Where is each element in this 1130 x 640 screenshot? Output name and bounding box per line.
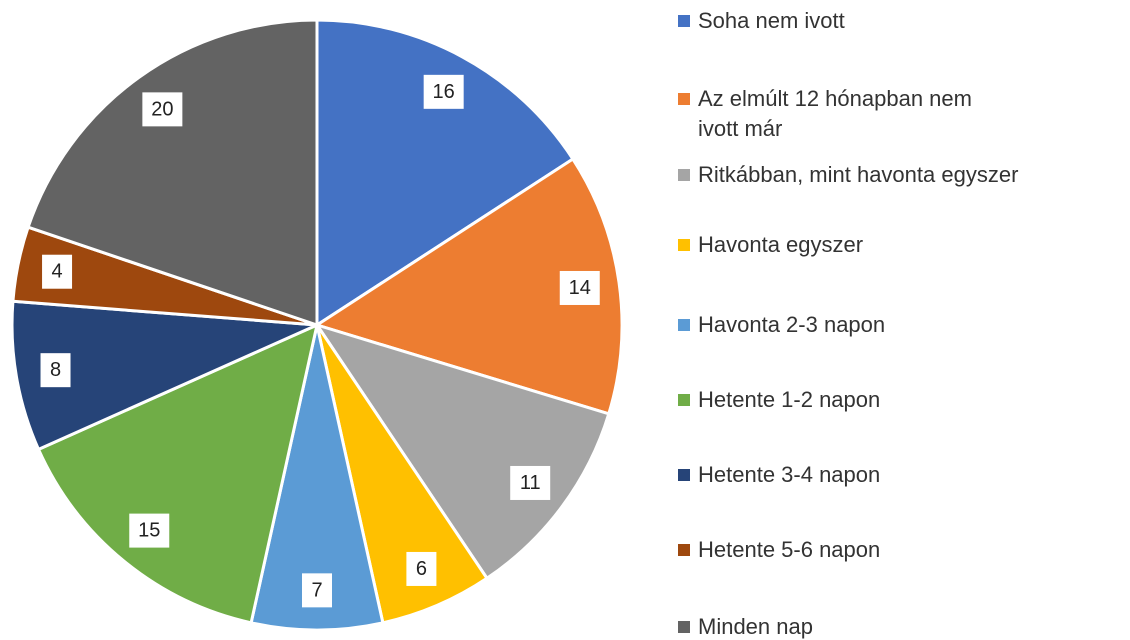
label-box xyxy=(423,74,464,109)
data-label: 20 xyxy=(151,98,173,120)
legend-label: Minden nap xyxy=(698,614,813,639)
legend-label: Hetente 3-4 napon xyxy=(698,462,881,487)
data-label: 15 xyxy=(138,520,160,542)
data-label: 11 xyxy=(520,472,541,494)
legend-item: Hetente 5-6 napon xyxy=(678,535,1128,565)
legend-item: Minden nap xyxy=(678,612,1128,640)
legend-swatch xyxy=(678,394,690,406)
legend-swatch xyxy=(678,239,690,251)
legend-item: Hetente 3-4 napon xyxy=(678,460,1128,490)
legend-swatch xyxy=(678,93,690,105)
label-box xyxy=(406,551,437,586)
data-label: 14 xyxy=(569,277,591,299)
data-label: 4 xyxy=(51,261,62,283)
pie-slice xyxy=(249,324,385,632)
pie-slice xyxy=(10,299,318,452)
legend-swatch xyxy=(678,469,690,481)
label-box xyxy=(510,465,551,500)
pie-slice xyxy=(26,18,319,328)
legend-swatch xyxy=(678,15,690,27)
legend-label: Az elmúlt 12 hónapban nem ivott már xyxy=(698,86,972,141)
label-box xyxy=(302,573,332,608)
data-label: 8 xyxy=(50,359,61,381)
pie-slice xyxy=(36,322,320,625)
legend-item: Soha nem ivott xyxy=(678,6,1128,36)
legend-label: Soha nem ivott xyxy=(698,8,845,33)
legend-swatch xyxy=(678,544,690,556)
legend-swatch xyxy=(678,319,690,331)
label-box xyxy=(40,353,71,388)
legend-item: Havonta 2-3 napon xyxy=(678,310,1128,340)
pie-slice xyxy=(315,18,575,328)
legend-item: Hetente 1-2 napon xyxy=(678,385,1128,415)
legend-label: Havonta 2-3 napon xyxy=(698,312,886,337)
legend-label: Ritkábban, mint havonta egyszer xyxy=(698,162,1019,187)
legend-item: Havonta egyszer xyxy=(678,230,1128,260)
data-label: 7 xyxy=(311,579,322,601)
legend-item: Ritkábban, mint havonta egyszer xyxy=(678,160,1128,190)
label-box xyxy=(142,92,183,127)
label-box xyxy=(559,270,600,305)
pie-slice xyxy=(313,156,624,416)
label-box xyxy=(129,513,170,548)
legend-swatch xyxy=(678,621,690,633)
pie-slice xyxy=(313,322,611,581)
legend-label: Havonta egyszer xyxy=(698,232,864,257)
label-box xyxy=(42,254,73,289)
legend-swatch xyxy=(678,169,690,181)
data-label: 6 xyxy=(416,558,427,580)
legend-item: Az elmúlt 12 hónapban nem ivott már xyxy=(678,84,998,144)
legend-label: Hetente 5-6 napon xyxy=(698,537,881,562)
data-label: 16 xyxy=(433,81,455,103)
pie-area: 16 14 11 6 7 15 8 4 20 xyxy=(10,18,624,632)
legend-label: Hetente 1-2 napon xyxy=(698,387,881,412)
